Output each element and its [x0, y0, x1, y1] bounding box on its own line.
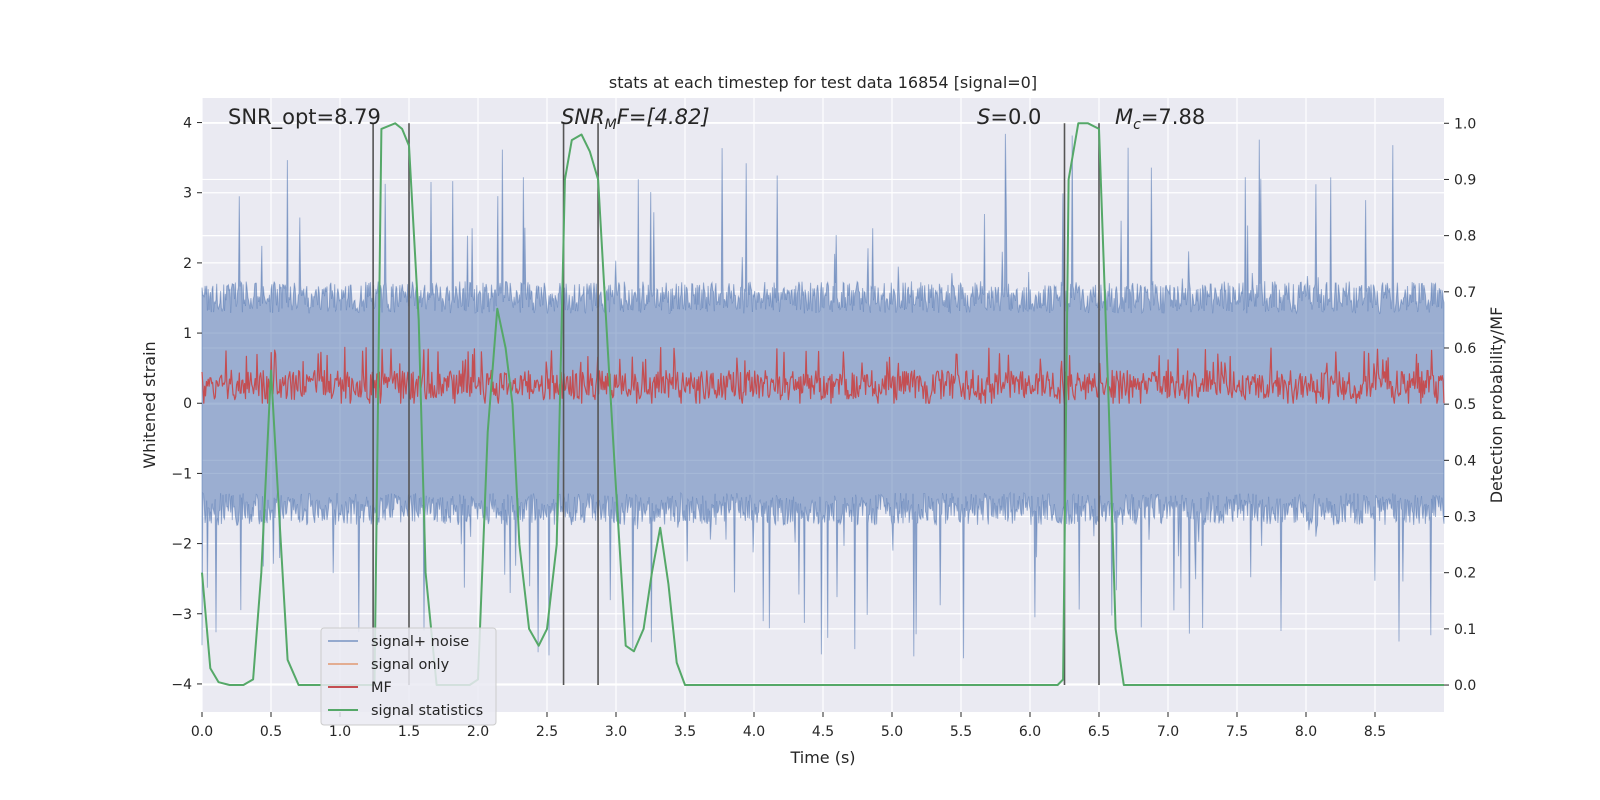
y-tick-label: −3 — [171, 607, 192, 623]
x-tick-label: 8.0 — [1295, 724, 1317, 740]
y-right-tick-label: 0.8 — [1454, 229, 1476, 245]
legend-label-mf: MF — [371, 680, 392, 696]
annotation-s-value: =0.0 — [990, 105, 1041, 129]
x-tick-label: 0.0 — [191, 724, 213, 740]
annotation-mc: Mc=7.88 — [1115, 105, 1205, 133]
x-tick-label: 4.5 — [812, 724, 834, 740]
y-right-tick-label: 0.1 — [1454, 622, 1476, 638]
annotation-mc-subscript: c — [1133, 117, 1141, 133]
annotation-snr-mf: SNRMF=[4.82] — [561, 105, 710, 133]
y-tick-label: −1 — [171, 466, 192, 482]
x-tick-label: 3.5 — [674, 724, 696, 740]
x-tick-label: 5.0 — [881, 724, 903, 740]
y-right-tick-label: 1.0 — [1454, 116, 1476, 132]
x-tick-label: 2.5 — [536, 724, 558, 740]
x-axis-label: Time (s) — [789, 748, 855, 767]
y-tick-label: −2 — [171, 537, 192, 553]
y-right-tick-label: 0.4 — [1454, 453, 1476, 469]
annotation-snr-mf-value: F=[4.82] — [617, 105, 710, 129]
y-right-tick-label: 0.6 — [1454, 341, 1476, 357]
x-tick-label: 1.5 — [398, 724, 420, 740]
x-tick-label: 3.0 — [605, 724, 627, 740]
chart-title: stats at each timestep for test data 168… — [609, 73, 1037, 92]
legend: signal+ noise signal only MF signal stat… — [320, 627, 497, 726]
x-tick-label: 4.0 — [743, 724, 765, 740]
y-tick-label: 2 — [183, 256, 192, 272]
x-tick-label: 5.5 — [950, 724, 972, 740]
y-right-tick-label: 0.0 — [1454, 678, 1476, 694]
legend-label-signal-only: signal only — [371, 657, 450, 673]
y-tick-label: −4 — [171, 677, 192, 693]
y-tick-label: 3 — [183, 186, 192, 202]
y-right-tick-label: 0.3 — [1454, 510, 1476, 526]
series-signal-statistics — [201, 122, 1444, 686]
y-right-tick-label: 0.2 — [1454, 566, 1476, 582]
x-tick-label: 2.0 — [467, 724, 489, 740]
annotation-snr-mf-subscript: M — [605, 117, 617, 133]
y-right-tick-label: 0.7 — [1454, 285, 1476, 301]
x-tick-label: 6.5 — [1088, 724, 1110, 740]
ticks: 0.0 0.5 1.0 1.5 2.0 2.5 3.0 3.5 4.0 4.5 5.0 5.5 6.0 6… — [171, 116, 1476, 740]
y-tick-label: 1 — [183, 326, 192, 342]
x-tick-label: 0.5 — [260, 724, 282, 740]
legend-label-signal-noise: signal+ noise — [371, 634, 469, 650]
x-tick-label: 1.0 — [329, 724, 351, 740]
annotation-s-symbol: S — [977, 105, 990, 129]
y-right-tick-label: 0.5 — [1454, 397, 1476, 413]
annotation-snr-mf-symbol: SNR — [561, 105, 605, 129]
x-tick-label: 7.5 — [1226, 724, 1248, 740]
legend-box — [320, 627, 497, 726]
y-right-tick-label: 0.9 — [1454, 172, 1476, 188]
annotation-mc-value: =7.88 — [1141, 105, 1205, 129]
y-axis-label: Whitened strain — [140, 341, 159, 468]
y-right-axis-label: Detection probability/MF — [1487, 307, 1506, 504]
signal-statistics-layer — [201, 122, 1444, 686]
x-tick-label: 6.0 — [1019, 724, 1041, 740]
annotation-s: S=0.0 — [977, 105, 1041, 129]
annotation-snr-opt: SNR_opt=8.79 — [228, 105, 381, 130]
annotation-mc-symbol: M — [1115, 105, 1133, 129]
x-tick-label: 8.5 — [1364, 724, 1386, 740]
x-tick-label: 7.0 — [1157, 724, 1179, 740]
y-tick-label: 0 — [183, 396, 192, 412]
legend-label-signal-statistics: signal statistics — [371, 703, 483, 719]
y-tick-label: 4 — [183, 116, 192, 132]
